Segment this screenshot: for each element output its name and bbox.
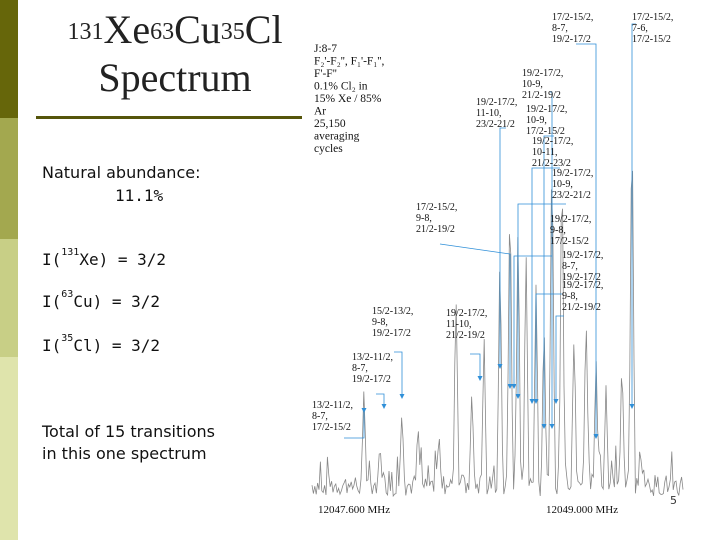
abundance-value: 11.1% bbox=[115, 186, 164, 205]
spectrum-param-line: 15% Xe / 85% bbox=[314, 93, 382, 105]
assignment-arrow bbox=[550, 91, 553, 428]
transition-label: 13/2-11/2, 8-7, 19/2-17/2 bbox=[352, 352, 393, 385]
arrow-head bbox=[361, 408, 367, 413]
spectrum-param-line: 25,150 bbox=[314, 118, 346, 130]
title-line-2: Spectrum bbox=[98, 55, 252, 100]
sidebar-band-mid bbox=[0, 118, 18, 239]
assignment-arrows bbox=[344, 23, 636, 439]
assignment-arrow bbox=[470, 353, 481, 380]
spin-cl: I(35Cl) = 3/2 bbox=[42, 333, 161, 355]
assignment-arrow bbox=[439, 243, 511, 388]
transition-label: 19/2-17/2, 10-9, 21/2-19/2 bbox=[522, 68, 563, 101]
assignment-arrow bbox=[513, 255, 552, 388]
transition-label: 19/2-17/2, 10-9, 17/2-15/2 bbox=[526, 104, 567, 137]
arrow-head bbox=[593, 434, 599, 439]
spin-cu: I(63Cu) = 3/2 bbox=[42, 289, 161, 311]
arrow-head bbox=[529, 399, 535, 404]
arrow-head bbox=[477, 376, 483, 381]
spectrum-param-line: F₂'-F₂'', F₁'-F₁'', bbox=[314, 56, 384, 68]
spectrum-param-line: J:8-7 bbox=[314, 43, 337, 55]
transition-label: 19/2-17/2, 9-8, 17/2-15/2 bbox=[550, 214, 591, 247]
arrow-head bbox=[497, 364, 503, 369]
assignment-arrow bbox=[543, 135, 554, 428]
arrow-head bbox=[515, 394, 521, 399]
arrow-head bbox=[381, 404, 387, 409]
transition-labels: 17/2-15/2, 8-7, 19/2-17/2 17/2-15/2, 7-6, 17/… bbox=[312, 12, 673, 433]
arrow-head bbox=[549, 424, 555, 429]
transition-label: 15/2-13/2, 9-8, 19/2-17/2 bbox=[372, 306, 413, 339]
transition-label: 17/2-15/2, 7-6, 17/2-15/2 bbox=[632, 12, 673, 45]
assignment-arrow bbox=[517, 203, 566, 398]
title-underline bbox=[36, 116, 302, 119]
transition-label: 17/2-15/2, 9-8, 21/2-19/2 bbox=[416, 202, 457, 235]
slide-title: 131Xe63Cu35Cl Spectrum bbox=[40, 6, 310, 102]
assignment-arrow bbox=[535, 293, 562, 403]
assignment-arrow bbox=[394, 351, 403, 398]
sidebar-band-dark bbox=[0, 0, 18, 118]
spectrum-param-line: 0.1% Cl₂ in bbox=[314, 81, 368, 93]
transition-label: 19/2-17/2, 10-9, 23/2-21/2 bbox=[552, 168, 593, 201]
spectrum-param-line: F'-F'' bbox=[314, 68, 337, 80]
transition-label: 13/2-11/2, 8-7, 17/2-15/2 bbox=[312, 400, 353, 433]
spectrum-param-line: averaging bbox=[314, 131, 360, 143]
transition-label: 17/2-15/2, 8-7, 19/2-17/2 bbox=[552, 12, 593, 45]
sidebar-decoration bbox=[0, 0, 18, 540]
spectrum-parameters: J:8-7F₂'-F₂'', F₁'-F₁'',F'-F''0.1% Cl₂ i… bbox=[314, 43, 384, 155]
assignment-arrow bbox=[576, 43, 597, 438]
assignment-arrow bbox=[376, 393, 385, 408]
abundance-label: Natural abundance: bbox=[42, 163, 201, 182]
transition-label: 19/2-17/2, 11-10, 21/2-19/2 bbox=[446, 308, 487, 341]
arrow-head bbox=[553, 399, 559, 404]
assignment-arrow bbox=[344, 412, 365, 439]
transition-label: 19/2-17/2, 9-8, 21/2-19/2 bbox=[562, 280, 603, 313]
slide-number: 5 bbox=[670, 494, 677, 507]
arrow-head bbox=[541, 424, 547, 429]
summary-text: Total of 15 transitions in this one spec… bbox=[42, 422, 215, 463]
arrow-head bbox=[533, 399, 539, 404]
axis-left-label: 12047.600 MHz bbox=[318, 504, 390, 516]
assignment-arrow bbox=[631, 23, 636, 408]
spectrum-param-line: cycles bbox=[314, 143, 343, 155]
arrow-head bbox=[399, 394, 405, 399]
arrow-head bbox=[507, 384, 513, 389]
spin-xe: I(131Xe) = 3/2 bbox=[42, 247, 167, 269]
assignment-arrow bbox=[499, 127, 506, 368]
sidebar-band-pale bbox=[0, 357, 18, 540]
spectrum-param-line: Ar bbox=[314, 106, 326, 118]
arrow-head bbox=[511, 384, 517, 389]
assignment-arrow bbox=[531, 167, 560, 403]
transition-label: 19/2-17/2, 8-7, 19/2-17/2 bbox=[562, 250, 603, 283]
sidebar-band-light bbox=[0, 239, 18, 357]
transition-label: 19/2-17/2, 10-11, 21/2-23/2 bbox=[532, 136, 573, 169]
spectrum-trace bbox=[311, 170, 684, 498]
axis-right-label: 12049.000 MHz bbox=[546, 504, 618, 516]
arrow-head bbox=[629, 404, 635, 409]
title-line-1: 131Xe63Cu35Cl bbox=[67, 7, 283, 52]
transition-label: 19/2-17/2, 11-10, 23/2-21/2 bbox=[476, 97, 517, 130]
assignment-arrow bbox=[555, 315, 564, 403]
spectrum-image: J:8-7F₂'-F₂'', F₁'-F₁'',F'-F''0.1% Cl₂ i… bbox=[311, 12, 684, 516]
